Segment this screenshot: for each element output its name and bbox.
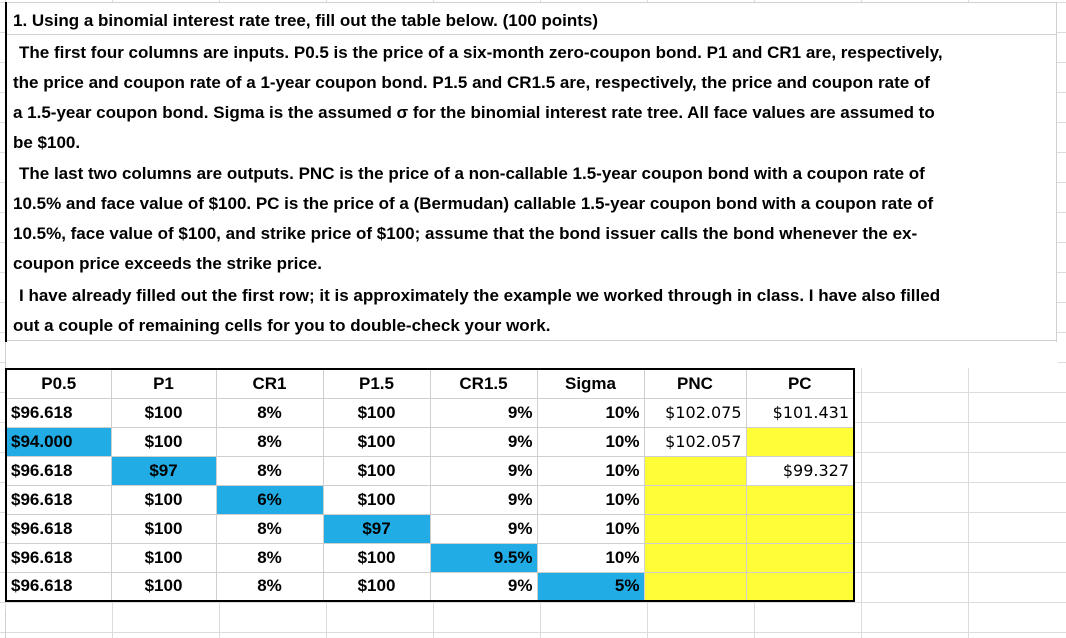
cell-cr15[interactable]: 9% — [430, 398, 538, 428]
cell-pc[interactable]: $101.431 — [746, 398, 855, 428]
header-p05: P0.5 — [6, 369, 112, 399]
cell-p15[interactable]: $100 — [323, 485, 431, 515]
cell-sigma[interactable]: 10% — [537, 398, 645, 428]
header-pc: PC — [746, 369, 855, 399]
header-p1: P1 — [111, 369, 217, 399]
cell-p05[interactable]: $96.618 — [6, 485, 112, 515]
prompt-line: a 1.5-year coupon bond. Sigma is the ass… — [13, 103, 935, 122]
prompt-line: The last two columns are outputs. PNC is… — [19, 164, 925, 183]
cell-sigma[interactable]: 10% — [537, 543, 645, 573]
cell-cr15[interactable]: 9.5% — [430, 543, 538, 573]
table-row: $96.618 $100 8% $100 9% 10% $102.075 $10… — [6, 398, 855, 428]
cell-p1[interactable]: $97 — [111, 456, 217, 486]
cell-p1[interactable]: $100 — [111, 543, 217, 573]
cell-pc[interactable] — [746, 427, 855, 457]
cell-sigma[interactable]: 10% — [537, 485, 645, 515]
header-cr1: CR1 — [216, 369, 324, 399]
cell-pc[interactable] — [746, 514, 855, 544]
cell-p05[interactable]: $96.618 — [6, 572, 112, 602]
cell-pnc[interactable]: $102.075 — [644, 398, 747, 428]
cell-cr1[interactable]: 6% — [216, 485, 324, 515]
cell-cr15[interactable]: 9% — [430, 485, 538, 515]
cell-cr1[interactable]: 8% — [216, 427, 324, 457]
cell-p15[interactable]: $100 — [323, 427, 431, 457]
prompt-line: be $100. — [13, 133, 81, 152]
cell-sigma[interactable]: 5% — [537, 572, 645, 602]
cell-p05[interactable]: $96.618 — [6, 398, 112, 428]
prompt-line: The first four columns are inputs. P0.5 … — [19, 43, 943, 62]
prompt-line: the price and coupon rate of a 1-year co… — [13, 73, 930, 92]
cell-sigma[interactable]: 10% — [537, 514, 645, 544]
header-pnc: PNC — [644, 369, 747, 399]
table-row: $96.618 $97 8% $100 9% 10% $99.327 — [6, 456, 855, 486]
prompt-line: coupon price exceeds the strike price. — [13, 254, 322, 273]
prompt-line: out a couple of remaining cells for you … — [13, 316, 551, 335]
cell-sigma[interactable]: 10% — [537, 456, 645, 486]
cell-pnc[interactable] — [644, 543, 747, 573]
cell-cr1[interactable]: 8% — [216, 543, 324, 573]
cell-pnc[interactable] — [644, 456, 747, 486]
blank-row — [5, 342, 1058, 368]
cell-pc[interactable]: $99.327 — [746, 456, 855, 486]
table-row: $96.618 $100 6% $100 9% 10% — [6, 485, 855, 515]
table-row: $94.000 $100 8% $100 9% 10% $102.057 — [6, 427, 855, 457]
cell-cr15[interactable]: 9% — [430, 572, 538, 602]
question-title: 1. Using a binomial interest rate tree, … — [13, 11, 599, 30]
cell-p15[interactable]: $100 — [323, 543, 431, 573]
prompt-line: 10.5% and face value of $100. PC is the … — [13, 194, 934, 213]
table-row: $96.618 $100 8% $97 9% 10% — [6, 514, 855, 544]
cell-cr15[interactable]: 9% — [430, 514, 538, 544]
cell-p05[interactable]: $96.618 — [6, 456, 112, 486]
cell-pnc[interactable] — [644, 485, 747, 515]
cell-pc[interactable] — [746, 543, 855, 573]
cell-cr15[interactable]: 9% — [430, 456, 538, 486]
cell-pnc[interactable] — [644, 514, 747, 544]
header-p15: P1.5 — [323, 369, 431, 399]
cell-pnc[interactable] — [644, 572, 747, 602]
bond-pricing-table: P0.5 P1 CR1 P1.5 CR1.5 Sigma PNC PC $96.… — [5, 368, 855, 602]
cell-cr15[interactable]: 9% — [430, 427, 538, 457]
problem-statement: 1. Using a binomial interest rate tree, … — [5, 2, 1057, 342]
cell-sigma[interactable]: 10% — [537, 427, 645, 457]
cell-pc[interactable] — [746, 572, 855, 602]
cell-p1[interactable]: $100 — [111, 427, 217, 457]
cell-p05[interactable]: $96.618 — [6, 514, 112, 544]
cell-cr1[interactable]: 8% — [216, 514, 324, 544]
prompt-line: I have already filled out the first row;… — [19, 286, 941, 305]
cell-p15[interactable]: $100 — [323, 572, 431, 602]
cell-p15[interactable]: $97 — [323, 514, 431, 544]
cell-cr1[interactable]: 8% — [216, 398, 324, 428]
header-cr15: CR1.5 — [430, 369, 538, 399]
table-row: $96.618 $100 8% $100 9.5% 10% — [6, 543, 855, 573]
table-row: $96.618 $100 8% $100 9% 5% — [6, 572, 855, 602]
table-header-row: P0.5 P1 CR1 P1.5 CR1.5 Sigma PNC PC — [6, 369, 855, 399]
cell-pnc[interactable]: $102.057 — [644, 427, 747, 457]
prompt-line: 10.5%, face value of $100, and strike pr… — [13, 224, 918, 243]
cell-p1[interactable]: $100 — [111, 485, 217, 515]
cell-p15[interactable]: $100 — [323, 456, 431, 486]
cell-p15[interactable]: $100 — [323, 398, 431, 428]
cell-pc[interactable] — [746, 485, 855, 515]
cell-cr1[interactable]: 8% — [216, 456, 324, 486]
cell-cr1[interactable]: 8% — [216, 572, 324, 602]
cell-p1[interactable]: $100 — [111, 398, 217, 428]
cell-p1[interactable]: $100 — [111, 514, 217, 544]
cell-p05[interactable]: $96.618 — [6, 543, 112, 573]
cell-p05[interactable]: $94.000 — [6, 427, 112, 457]
header-sigma: Sigma — [537, 369, 645, 399]
blank-row — [5, 610, 1058, 638]
cell-p1[interactable]: $100 — [111, 572, 217, 602]
